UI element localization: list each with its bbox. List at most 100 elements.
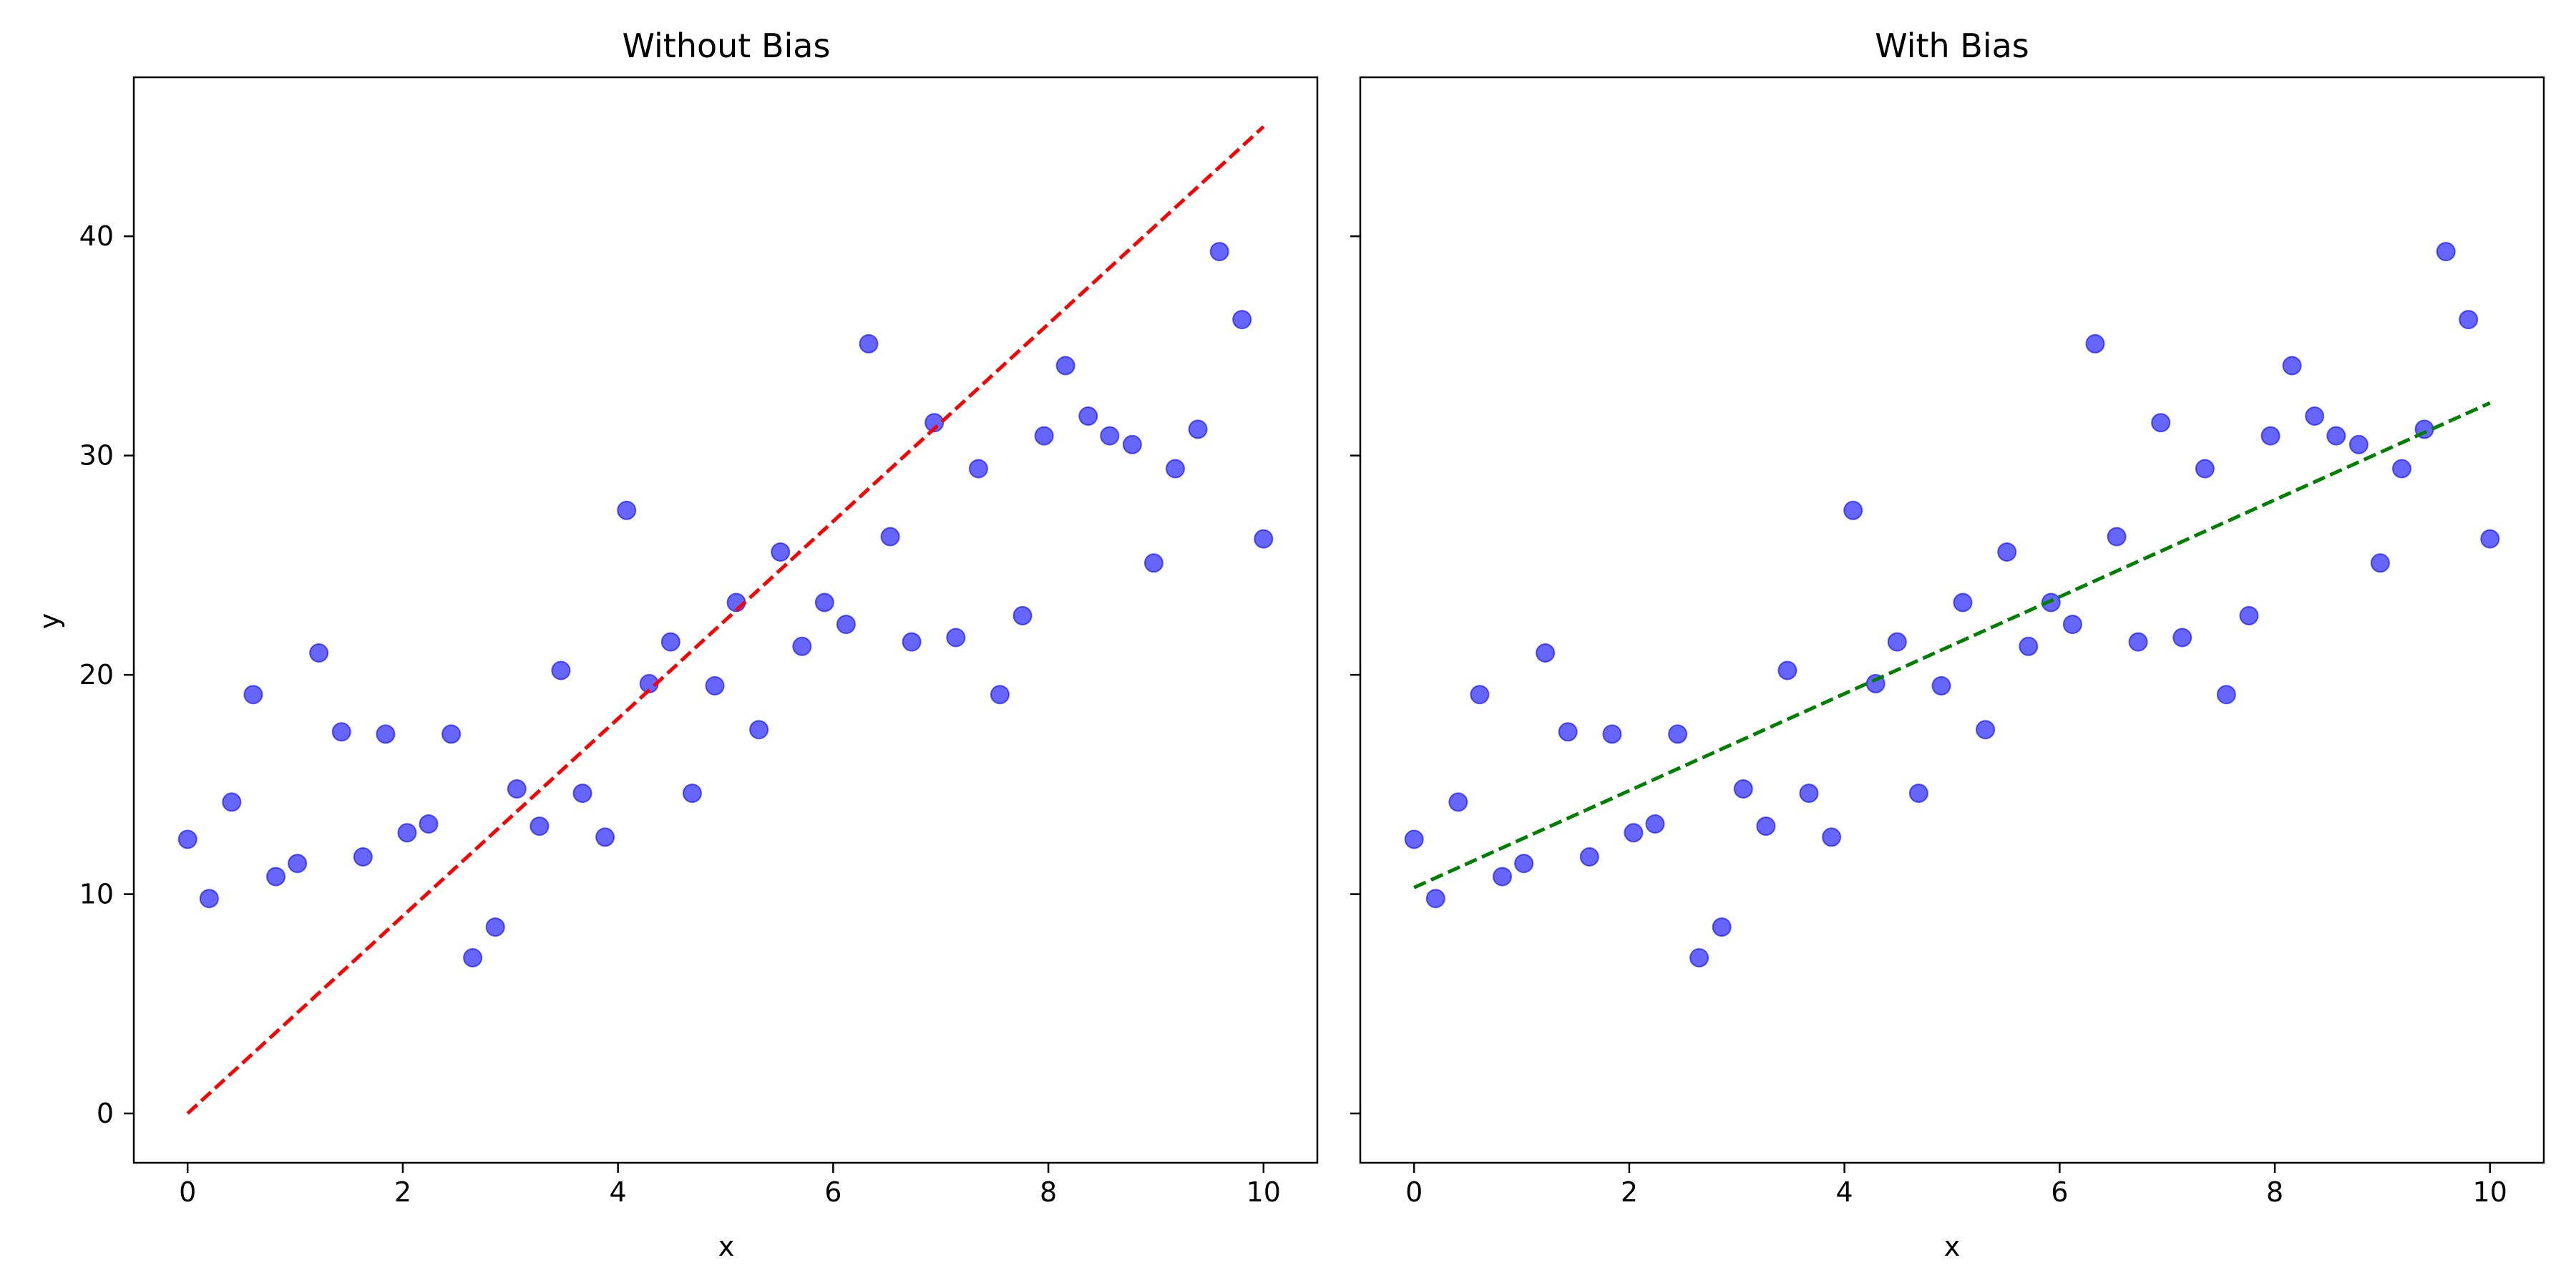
data-point <box>309 643 329 663</box>
left-panel-without-bias: Without Bias x y 0 2 4 6 8 10 0 10 20 30 40 <box>34 26 1319 1262</box>
data-point <box>243 685 263 705</box>
data-point <box>1448 792 1468 812</box>
x-tick-label: 8 <box>2266 1176 2283 1208</box>
data-point <box>572 784 592 804</box>
x-tick-label: 0 <box>179 1176 196 1208</box>
data-point <box>2260 426 2280 446</box>
data-point <box>1188 419 1208 439</box>
data-point <box>1078 406 1098 426</box>
data-point <box>1931 675 1951 696</box>
data-point <box>2459 310 2479 330</box>
right-panel-with-bias: With Bias x 0 2 4 6 8 10 <box>1350 26 2545 1262</box>
data-point <box>2305 406 2325 426</box>
plot-area: 0 2 4 6 8 10 <box>1350 76 2545 1208</box>
data-point <box>551 660 571 680</box>
x-tick-label: 10 <box>1246 1176 1281 1208</box>
data-point <box>1799 784 1819 804</box>
data-point <box>1689 948 1709 967</box>
y-tick-label: 30 <box>79 440 114 472</box>
x-tick-label: 6 <box>2051 1176 2068 1208</box>
data-point <box>463 948 483 967</box>
fit-line <box>186 125 1265 1115</box>
data-point <box>507 779 527 799</box>
data-point <box>1514 854 1534 874</box>
data-point <box>331 722 351 742</box>
data-point <box>1013 605 1033 625</box>
x-tick-label: 4 <box>1836 1176 1853 1208</box>
data-point <box>2107 527 2127 547</box>
data-point <box>397 823 417 843</box>
y-tick-label: 10 <box>79 879 114 910</box>
data-point <box>441 724 462 744</box>
data-point <box>814 592 834 613</box>
data-point <box>1953 592 1973 613</box>
data-point <box>660 632 680 652</box>
data-point <box>2370 553 2390 573</box>
x-tick-label: 6 <box>824 1176 841 1208</box>
x-tick-label: 8 <box>1040 1176 1057 1208</box>
data-point <box>2085 333 2105 353</box>
data-point <box>376 724 396 744</box>
data-point <box>1908 784 1928 804</box>
x-axis-label: x <box>1944 1231 1961 1262</box>
data-point <box>749 720 769 740</box>
data-point <box>2151 413 2171 433</box>
data-point <box>1536 643 1556 663</box>
data-point <box>2019 636 2039 656</box>
x-tick-label: 2 <box>394 1176 411 1208</box>
data-point <box>771 542 791 562</box>
data-point <box>2216 685 2236 705</box>
data-point <box>1733 779 1753 799</box>
x-tick-label: 4 <box>610 1176 627 1208</box>
data-point <box>2128 632 2148 652</box>
data-point <box>2239 605 2259 625</box>
data-point <box>1822 827 1842 847</box>
data-point <box>1668 724 1688 744</box>
data-point <box>595 827 615 847</box>
data-point <box>2172 628 2192 648</box>
data-point <box>2195 459 2215 479</box>
data-point <box>1425 889 1445 909</box>
data-point <box>2282 356 2302 376</box>
data-point <box>1034 426 1054 446</box>
fit-line <box>1413 401 2491 889</box>
data-point <box>1579 847 1599 867</box>
data-point <box>1558 722 1578 742</box>
x-tick-label: 2 <box>1621 1176 1638 1208</box>
data-point <box>1777 660 1797 680</box>
data-point <box>2436 242 2456 262</box>
x-tick-label: 10 <box>2473 1176 2507 1208</box>
data-point <box>859 333 879 353</box>
y-axis-label: y <box>34 613 65 630</box>
x-axis-label: x <box>718 1231 735 1262</box>
y-tick-label: 0 <box>97 1098 114 1129</box>
data-point <box>199 889 219 909</box>
data-point <box>2326 426 2346 446</box>
x-tick-label: 0 <box>1405 1176 1423 1208</box>
data-point <box>1493 867 1512 887</box>
data-point <box>1712 917 1732 937</box>
y-tick-label: 40 <box>79 220 114 252</box>
data-point <box>1100 426 1120 446</box>
data-point <box>1976 720 1996 740</box>
data-point <box>968 459 988 479</box>
data-point <box>1624 823 1644 843</box>
data-point <box>177 829 197 849</box>
data-point <box>353 847 373 867</box>
data-point <box>1997 542 2017 562</box>
data-point <box>2480 529 2500 549</box>
panel-title: Without Bias <box>623 26 831 65</box>
data-point <box>2348 434 2368 454</box>
data-point <box>902 632 922 652</box>
data-point <box>1254 529 1274 549</box>
data-point <box>682 784 702 804</box>
data-point <box>1055 356 1075 376</box>
panel-title: With Bias <box>1875 26 2029 65</box>
data-point <box>266 867 286 887</box>
data-point <box>990 685 1010 705</box>
data-point <box>288 854 308 874</box>
data-point <box>1602 724 1622 744</box>
data-point <box>222 792 242 812</box>
